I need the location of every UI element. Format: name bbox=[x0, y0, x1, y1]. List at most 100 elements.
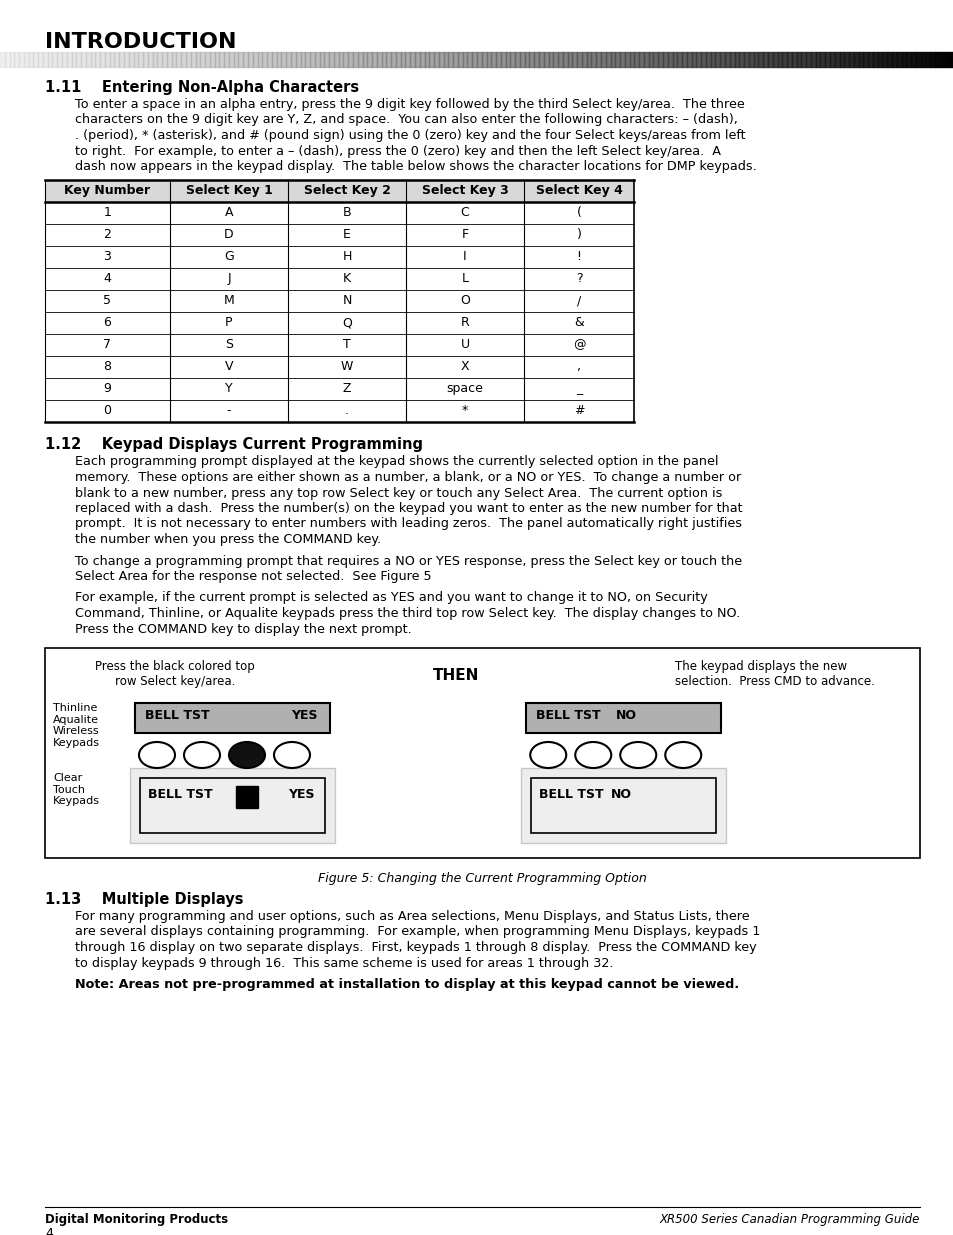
Bar bbox=[834, 52, 839, 67]
Bar bbox=[500, 52, 505, 67]
Text: Key Number: Key Number bbox=[65, 184, 151, 198]
Text: H: H bbox=[342, 249, 352, 263]
Bar bbox=[934, 52, 939, 67]
Bar bbox=[314, 52, 319, 67]
Bar bbox=[724, 52, 729, 67]
Bar bbox=[853, 52, 858, 67]
Text: B: B bbox=[342, 206, 351, 219]
Text: /: / bbox=[577, 294, 580, 308]
Text: NO: NO bbox=[616, 709, 637, 722]
Bar bbox=[400, 52, 405, 67]
Text: characters on the 9 digit key are Y, Z, and space.  You can also enter the follo: characters on the 9 digit key are Y, Z, … bbox=[75, 114, 737, 126]
Bar bbox=[100, 52, 105, 67]
Bar bbox=[143, 52, 148, 67]
Text: are several displays containing programming.  For example, when programming Menu: are several displays containing programm… bbox=[75, 925, 760, 939]
Bar bbox=[739, 52, 743, 67]
Bar bbox=[0, 52, 5, 67]
Bar bbox=[558, 52, 562, 67]
Bar bbox=[496, 52, 500, 67]
Text: &: & bbox=[574, 316, 583, 329]
Bar bbox=[415, 52, 419, 67]
Text: Digital Monitoring Products: Digital Monitoring Products bbox=[45, 1213, 228, 1226]
Text: T: T bbox=[343, 338, 351, 351]
Bar bbox=[820, 52, 824, 67]
Text: Y: Y bbox=[225, 382, 233, 395]
Bar bbox=[653, 52, 658, 67]
Text: W: W bbox=[340, 359, 353, 373]
Bar bbox=[29, 52, 33, 67]
Text: For example, if the current prompt is selected as YES and you want to change it : For example, if the current prompt is se… bbox=[75, 592, 707, 604]
Bar bbox=[348, 52, 353, 67]
Bar bbox=[157, 52, 162, 67]
Text: 3: 3 bbox=[104, 249, 112, 263]
Bar bbox=[205, 52, 210, 67]
Bar bbox=[24, 52, 29, 67]
Text: Thinline
Aqualite
Wireless
Keypads: Thinline Aqualite Wireless Keypads bbox=[53, 703, 100, 748]
Bar bbox=[443, 52, 448, 67]
Text: 1.11    Entering Non-Alpha Characters: 1.11 Entering Non-Alpha Characters bbox=[45, 80, 358, 95]
Bar bbox=[648, 52, 653, 67]
Bar bbox=[862, 52, 867, 67]
Text: @: @ bbox=[572, 338, 584, 351]
Bar bbox=[67, 52, 71, 67]
Bar bbox=[48, 52, 52, 67]
Bar bbox=[476, 52, 481, 67]
Bar bbox=[531, 778, 716, 832]
Text: through 16 display on two separate displays.  First, keypads 1 through 8 display: through 16 display on two separate displ… bbox=[75, 941, 756, 953]
Bar bbox=[438, 52, 443, 67]
Bar bbox=[786, 52, 791, 67]
Bar bbox=[734, 52, 739, 67]
Ellipse shape bbox=[530, 742, 566, 768]
Bar bbox=[481, 52, 486, 67]
Text: 9: 9 bbox=[104, 382, 112, 395]
Text: *: * bbox=[461, 404, 468, 417]
Bar bbox=[338, 52, 343, 67]
Bar bbox=[600, 52, 605, 67]
Bar bbox=[57, 52, 62, 67]
Bar bbox=[839, 52, 843, 67]
Bar bbox=[233, 52, 238, 67]
Bar bbox=[10, 52, 14, 67]
Bar bbox=[567, 52, 572, 67]
Bar bbox=[596, 52, 600, 67]
Bar bbox=[891, 52, 896, 67]
Bar bbox=[548, 52, 553, 67]
Bar bbox=[824, 52, 829, 67]
Bar bbox=[281, 52, 286, 67]
Ellipse shape bbox=[139, 742, 174, 768]
Bar bbox=[805, 52, 810, 67]
Ellipse shape bbox=[664, 742, 700, 768]
Text: 4: 4 bbox=[45, 1228, 52, 1235]
Bar bbox=[572, 52, 577, 67]
Bar bbox=[105, 52, 110, 67]
Bar bbox=[419, 52, 424, 67]
Bar bbox=[81, 52, 86, 67]
Bar bbox=[848, 52, 853, 67]
Text: Command, Thinline, or Aqualite keypads press the third top row Select key.  The : Command, Thinline, or Aqualite keypads p… bbox=[75, 606, 740, 620]
Bar bbox=[224, 52, 229, 67]
Bar bbox=[700, 52, 705, 67]
Bar bbox=[291, 52, 295, 67]
Bar bbox=[743, 52, 748, 67]
Bar bbox=[200, 52, 205, 67]
Text: 1.13    Multiple Displays: 1.13 Multiple Displays bbox=[45, 892, 243, 906]
Bar bbox=[929, 52, 934, 67]
Text: space: space bbox=[446, 382, 483, 395]
Bar bbox=[843, 52, 848, 67]
Text: 4: 4 bbox=[104, 272, 112, 285]
Bar bbox=[858, 52, 862, 67]
Ellipse shape bbox=[229, 742, 265, 768]
Text: BELL TST: BELL TST bbox=[536, 709, 600, 722]
Bar bbox=[214, 52, 219, 67]
Bar bbox=[238, 52, 243, 67]
Bar bbox=[691, 52, 696, 67]
Bar bbox=[310, 52, 314, 67]
Bar bbox=[62, 52, 67, 67]
Bar bbox=[486, 52, 491, 67]
Text: NO: NO bbox=[611, 788, 632, 802]
Bar bbox=[796, 52, 801, 67]
Bar bbox=[672, 52, 677, 67]
Bar bbox=[767, 52, 772, 67]
Text: O: O bbox=[459, 294, 470, 308]
Text: M: M bbox=[223, 294, 234, 308]
